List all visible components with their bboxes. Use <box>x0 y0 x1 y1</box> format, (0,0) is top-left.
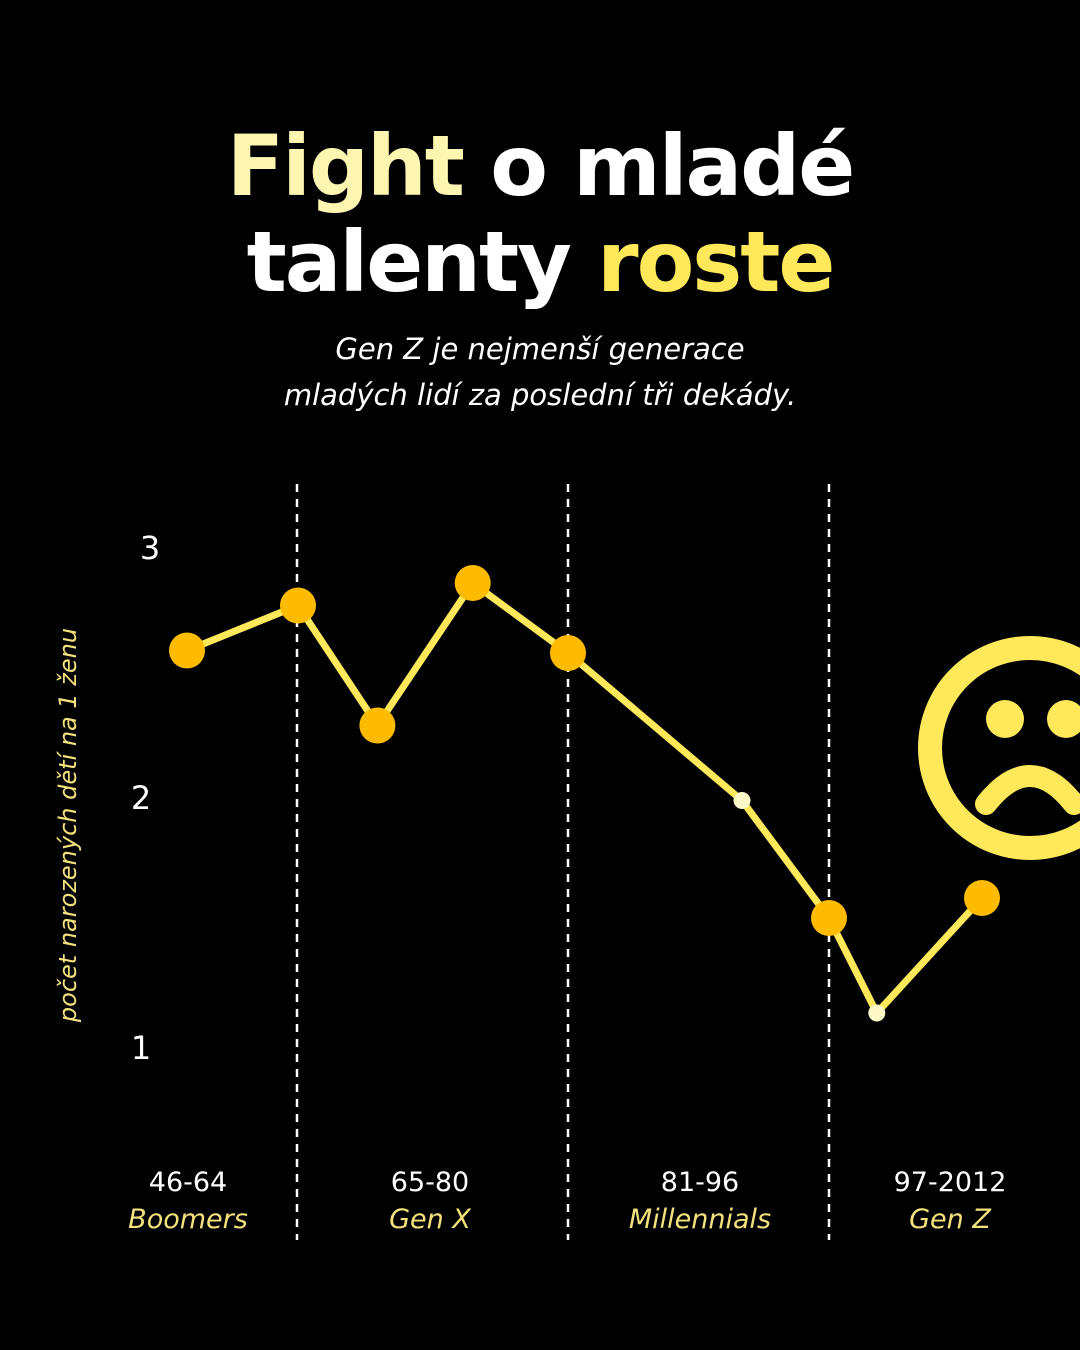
y-tick-label: 2 <box>131 779 151 817</box>
headline-word-roste: roste <box>597 213 835 311</box>
y-tick-label: 1 <box>131 1029 151 1067</box>
subtitle-line-2: mladých lidí za poslední tři dekády. <box>283 378 797 412</box>
generation-label: Gen Z <box>909 1204 991 1235</box>
generation-label: Gen X <box>389 1204 471 1235</box>
generation-label: Boomers <box>128 1204 248 1235</box>
data-point-small <box>868 1004 886 1022</box>
subtitle-line-1: Gen Z je nejmenší generace <box>335 332 745 366</box>
data-point <box>280 587 316 624</box>
data-point <box>454 565 491 601</box>
period-range-label: 65-80 <box>391 1167 469 1198</box>
headline-word-talenty: talenty <box>246 213 598 311</box>
headline-line-1: Fight o mladé <box>0 118 1080 214</box>
subtitle: Gen Z je nejmenší generace mladých lidí … <box>0 326 1080 418</box>
y-axis-ticks: 1 2 3 <box>131 529 160 1067</box>
data-point <box>811 900 847 936</box>
series-layer <box>169 565 1000 1022</box>
headline: Fight o mladé talenty roste <box>0 118 1080 310</box>
period-dividers <box>295 484 831 1240</box>
y-tick-label: 3 <box>140 529 160 567</box>
headline-word-fight: Fight <box>226 117 465 215</box>
data-point <box>359 707 396 744</box>
sad-face-icon <box>918 636 1080 860</box>
period-range-label: 81-96 <box>661 1167 739 1198</box>
headline-words-o-mlade: o mladé <box>462 117 855 215</box>
data-point <box>964 880 1000 916</box>
generation-label: Millennials <box>629 1204 771 1235</box>
period-labels: 46-64 Boomers 65-80 Gen X 81-96 Millennials 97… <box>128 1167 1006 1235</box>
data-point-small <box>733 792 751 809</box>
data-point <box>169 632 205 669</box>
period-range-label: 97-2012 <box>894 1167 1007 1198</box>
period-range-label: 46-64 <box>149 1167 227 1198</box>
data-point <box>550 635 586 671</box>
headline-line-2: talenty roste <box>0 214 1080 310</box>
